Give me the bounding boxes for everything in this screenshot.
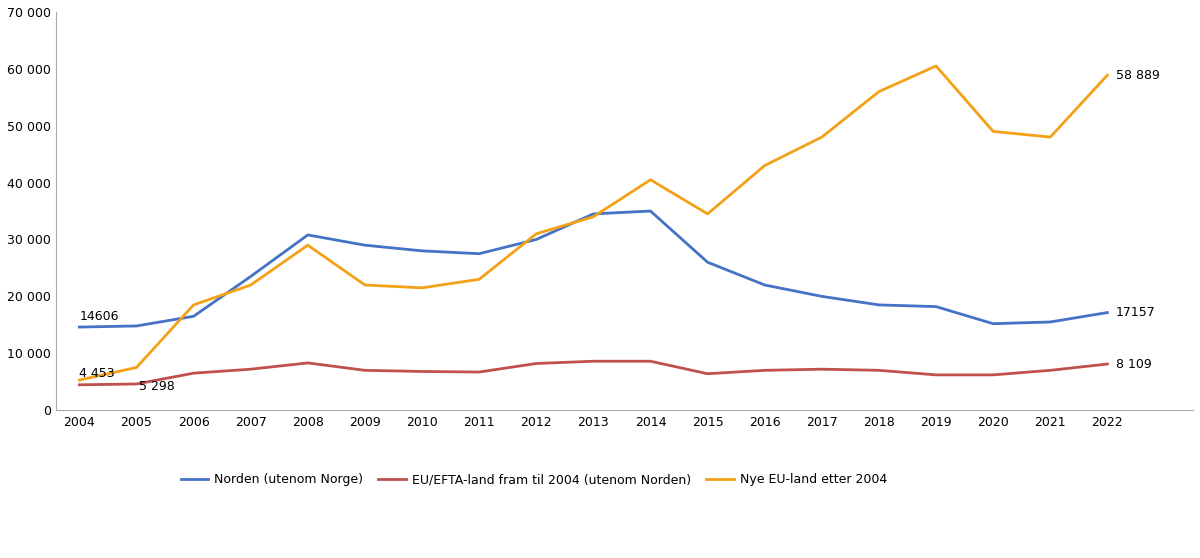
Nye EU-land etter 2004	[358, 282, 372, 288]
Text: 8 109: 8 109	[1116, 358, 1152, 371]
Norden (utenom Norge)	[701, 259, 715, 266]
Nye EU-land etter 2004	[586, 213, 600, 220]
EU/EFTA-land fram til 2004 (utenom Norden)	[1100, 360, 1115, 367]
Norden (utenom Norge)	[300, 232, 314, 238]
EU/EFTA-land fram til 2004 (utenom Norden)	[130, 381, 144, 387]
Nye EU-land etter 2004	[986, 128, 1001, 134]
EU/EFTA-land fram til 2004 (utenom Norden)	[586, 358, 600, 364]
Norden (utenom Norge)	[986, 320, 1001, 327]
Nye EU-land etter 2004	[871, 88, 886, 95]
Nye EU-land etter 2004	[72, 377, 86, 383]
EU/EFTA-land fram til 2004 (utenom Norden)	[358, 367, 372, 374]
Nye EU-land etter 2004	[1100, 72, 1115, 79]
Line: Norden (utenom Norge): Norden (utenom Norge)	[79, 211, 1108, 327]
EU/EFTA-land fram til 2004 (utenom Norden)	[244, 366, 258, 373]
Norden (utenom Norge)	[415, 248, 430, 254]
Norden (utenom Norge)	[1043, 319, 1057, 325]
EU/EFTA-land fram til 2004 (utenom Norden)	[415, 368, 430, 375]
Norden (utenom Norge)	[815, 293, 829, 300]
Norden (utenom Norge)	[244, 273, 258, 280]
Nye EU-land etter 2004	[1043, 134, 1057, 141]
Nye EU-land etter 2004	[244, 282, 258, 288]
Nye EU-land etter 2004	[643, 176, 658, 183]
Nye EU-land etter 2004	[415, 285, 430, 291]
EU/EFTA-land fram til 2004 (utenom Norden)	[72, 382, 86, 388]
Text: 58 889: 58 889	[1116, 69, 1160, 81]
Norden (utenom Norge)	[643, 208, 658, 214]
Nye EU-land etter 2004	[701, 210, 715, 217]
Norden (utenom Norge)	[529, 236, 544, 243]
Norden (utenom Norge)	[72, 324, 86, 330]
Norden (utenom Norge)	[130, 323, 144, 329]
Line: Nye EU-land etter 2004: Nye EU-land etter 2004	[79, 66, 1108, 380]
EU/EFTA-land fram til 2004 (utenom Norden)	[986, 372, 1001, 378]
EU/EFTA-land fram til 2004 (utenom Norden)	[186, 370, 200, 377]
Nye EU-land etter 2004	[529, 230, 544, 237]
Nye EU-land etter 2004	[130, 364, 144, 371]
Nye EU-land etter 2004	[929, 62, 943, 69]
EU/EFTA-land fram til 2004 (utenom Norden)	[472, 369, 486, 376]
Nye EU-land etter 2004	[300, 242, 314, 248]
Nye EU-land etter 2004	[815, 134, 829, 141]
Nye EU-land etter 2004	[757, 162, 772, 169]
Norden (utenom Norge)	[586, 210, 600, 217]
EU/EFTA-land fram til 2004 (utenom Norden)	[757, 367, 772, 374]
Line: EU/EFTA-land fram til 2004 (utenom Norden): EU/EFTA-land fram til 2004 (utenom Norde…	[79, 361, 1108, 385]
EU/EFTA-land fram til 2004 (utenom Norden)	[815, 366, 829, 373]
Text: 4 453: 4 453	[79, 367, 115, 380]
Nye EU-land etter 2004	[186, 301, 200, 308]
Norden (utenom Norge)	[929, 303, 943, 310]
Text: 5 298: 5 298	[139, 380, 175, 393]
EU/EFTA-land fram til 2004 (utenom Norden)	[1043, 367, 1057, 374]
Norden (utenom Norge)	[871, 301, 886, 308]
Norden (utenom Norge)	[358, 242, 372, 248]
Norden (utenom Norge)	[757, 282, 772, 288]
Text: 14606: 14606	[79, 310, 119, 323]
Norden (utenom Norge)	[472, 251, 486, 257]
EU/EFTA-land fram til 2004 (utenom Norden)	[529, 360, 544, 367]
EU/EFTA-land fram til 2004 (utenom Norden)	[929, 372, 943, 378]
Norden (utenom Norge)	[186, 313, 200, 320]
EU/EFTA-land fram til 2004 (utenom Norden)	[643, 358, 658, 364]
Text: 17157: 17157	[1116, 306, 1156, 319]
Nye EU-land etter 2004	[472, 276, 486, 283]
Legend: Norden (utenom Norge), EU/EFTA-land fram til 2004 (utenom Norden), Nye EU-land e: Norden (utenom Norge), EU/EFTA-land fram…	[175, 468, 892, 491]
EU/EFTA-land fram til 2004 (utenom Norden)	[871, 367, 886, 374]
EU/EFTA-land fram til 2004 (utenom Norden)	[300, 359, 314, 366]
Norden (utenom Norge)	[1100, 309, 1115, 316]
EU/EFTA-land fram til 2004 (utenom Norden)	[701, 371, 715, 377]
